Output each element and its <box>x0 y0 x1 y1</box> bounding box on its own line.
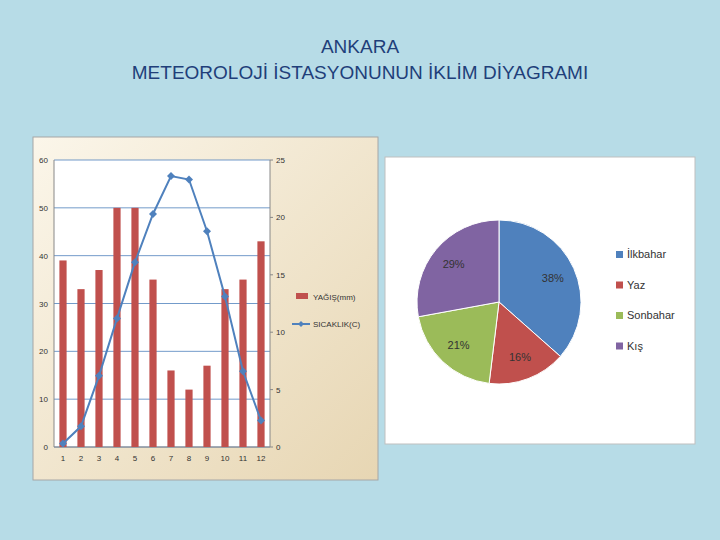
y2-axis <box>270 160 271 447</box>
legend-swatch <box>616 251 623 258</box>
x-tick-label: 2 <box>79 454 84 463</box>
slide: ANKARA METEOROLOJİ İSTASYONUNUN İKLİM DİY… <box>0 0 720 540</box>
y2-tick-label: 15 <box>276 271 285 280</box>
x-tick-label: 6 <box>151 454 156 463</box>
bar <box>59 260 66 447</box>
marker <box>77 422 85 430</box>
x-tick-label: 12 <box>257 454 266 463</box>
x-tick-label: 8 <box>187 454 192 463</box>
marker <box>257 417 265 425</box>
legend-label: Sonbahar <box>627 309 675 321</box>
x-tick-label: 1 <box>61 454 66 463</box>
legend-swatch <box>616 312 623 319</box>
legend-label: Kış <box>627 340 643 352</box>
bar <box>77 289 84 447</box>
grid-line <box>54 207 270 208</box>
grid-line <box>54 303 270 304</box>
bar <box>149 280 156 447</box>
plot-area <box>54 160 270 447</box>
x-tick-label: 3 <box>97 454 102 463</box>
bar <box>203 366 210 447</box>
data-label: 38% <box>542 272 564 284</box>
legend-label: YAĞIŞ(mm) <box>313 293 356 302</box>
x-tick-label: 5 <box>133 454 138 463</box>
y2-tick-label: 10 <box>276 328 285 337</box>
marker <box>221 293 229 301</box>
x-tick-label: 4 <box>115 454 120 463</box>
legend-label: SICAKLIK(C) <box>313 320 360 329</box>
grid-line <box>54 255 270 256</box>
chart-area <box>33 137 378 480</box>
y-tick-label: 40 <box>39 252 48 261</box>
pie-slice <box>417 220 499 317</box>
marker <box>59 440 67 447</box>
y2-tick-label: 20 <box>276 213 285 222</box>
y-tick-label: 30 <box>39 300 48 309</box>
legend-swatch <box>296 293 308 299</box>
y-axis <box>54 160 55 447</box>
chart-area <box>385 157 695 444</box>
data-label: 29% <box>443 258 465 270</box>
data-label: 16% <box>509 351 531 363</box>
slide-title: ANKARA <box>321 36 399 57</box>
data-label: 21% <box>448 339 470 351</box>
marker <box>131 258 139 266</box>
y2-tick-label: 5 <box>276 386 281 395</box>
bar <box>167 370 174 447</box>
x-tick-label: 9 <box>205 454 210 463</box>
x-tick-label: 10 <box>221 454 230 463</box>
y2-tick-label: 25 <box>276 156 285 165</box>
y-tick-label: 50 <box>39 204 48 213</box>
x-tick-label: 7 <box>169 454 174 463</box>
y-tick-label: 0 <box>44 443 49 452</box>
grid-line <box>54 160 270 161</box>
bar <box>221 289 228 447</box>
bar <box>131 208 138 447</box>
x-axis <box>54 447 270 448</box>
grid-line <box>54 447 270 448</box>
line <box>63 176 261 443</box>
marker <box>185 176 193 184</box>
slide-title: METEOROLOJİ İSTASYONUNUN İKLİM DİYAGRAMI <box>132 62 588 83</box>
bar <box>185 390 192 447</box>
legend-swatch <box>298 321 304 327</box>
bar <box>95 270 102 447</box>
x-tick-label: 11 <box>239 454 248 463</box>
marker <box>203 227 211 235</box>
marker <box>239 367 247 375</box>
marker <box>113 314 121 322</box>
legend-swatch <box>616 343 623 350</box>
y-tick-label: 20 <box>39 347 48 356</box>
marker <box>167 172 175 180</box>
grid-line <box>54 399 270 400</box>
y-tick-label: 60 <box>39 156 48 165</box>
y2-tick-label: 0 <box>276 443 281 452</box>
marker <box>149 210 157 218</box>
legend-label: İlkbahar <box>627 248 666 260</box>
legend-swatch <box>616 282 623 289</box>
pie-slice <box>489 302 560 384</box>
marker <box>95 372 103 380</box>
y-tick-label: 10 <box>39 395 48 404</box>
plot-marks <box>59 172 265 447</box>
legend-label: Yaz <box>627 279 645 291</box>
